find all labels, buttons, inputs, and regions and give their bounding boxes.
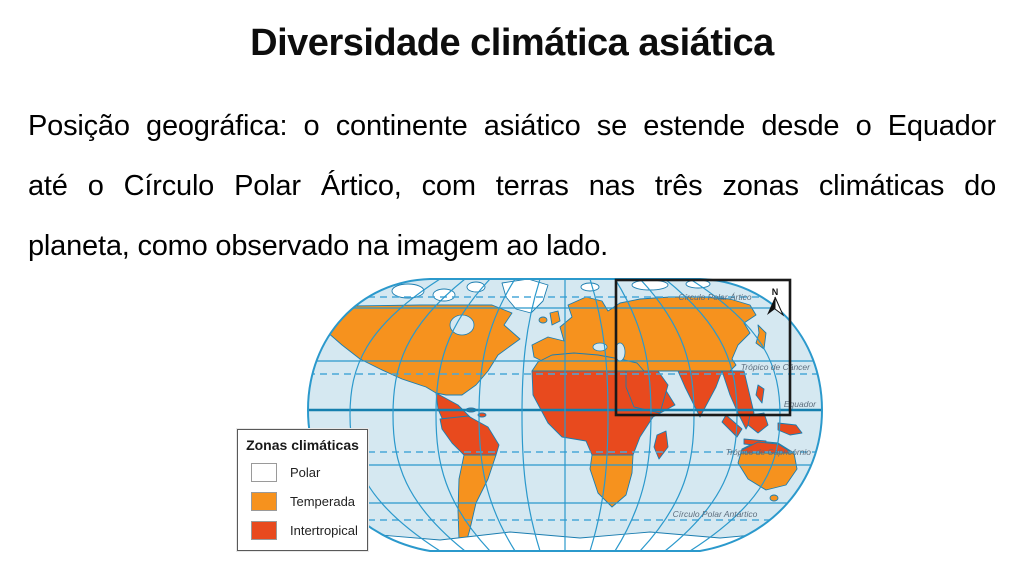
black-sea [592, 342, 608, 352]
polar-swatch [251, 463, 277, 482]
legend-title: Zonas climáticas [246, 437, 359, 453]
north-arrow-icon: N [767, 287, 785, 317]
polar-lands [329, 279, 822, 551]
world-map-svg: Círculo Polar Ártico Trópico de Câncer E… [306, 278, 824, 552]
polar-label: Polar [290, 465, 321, 480]
hudson-bay [449, 314, 475, 336]
slide-title: Diversidade climática asiática [250, 22, 774, 64]
label-tropic-cancer: Trópico de Câncer [741, 362, 811, 372]
intertropical-lands [435, 370, 803, 460]
body-paragraph: Posição geográfica: o continente asiátic… [28, 96, 996, 276]
legend-item-polar: Polar [251, 463, 367, 482]
asia-highlight-box [614, 278, 792, 417]
legend-item-intertropical: Intertropical [251, 521, 367, 540]
label-antarctic-circle: Círculo Polar Antártico [673, 509, 758, 519]
climate-zones-map: Círculo Polar Ártico Trópico de Câncer E… [230, 267, 830, 567]
legend-box: Zonas climáticas Polar Temperada Intertr… [237, 429, 368, 551]
temperada-label: Temperada [290, 494, 356, 509]
temperate-lands [315, 296, 816, 544]
intertropical-swatch [251, 521, 277, 540]
svg-text:N: N [772, 287, 779, 297]
paragraph-line-2: até o Círculo Polar Ártico, com terras n… [28, 170, 996, 202]
graticule-meridians [349, 279, 781, 551]
intertropical-label: Intertropical [290, 523, 358, 538]
paragraph-line-1: Posição geográfica: o continente asiátic… [28, 110, 996, 142]
label-tropic-capricorn: Trópico de Capricórnio [726, 447, 812, 457]
label-arctic-circle: Círculo Polar Ártico [678, 292, 751, 302]
label-equator: Equador [784, 399, 817, 409]
legend-item-temperada: Temperada [251, 492, 367, 511]
paragraph-line-3: planeta, como observado na imagem ao lad… [28, 230, 609, 262]
map-outline [306, 278, 824, 552]
temperada-swatch [251, 492, 277, 511]
